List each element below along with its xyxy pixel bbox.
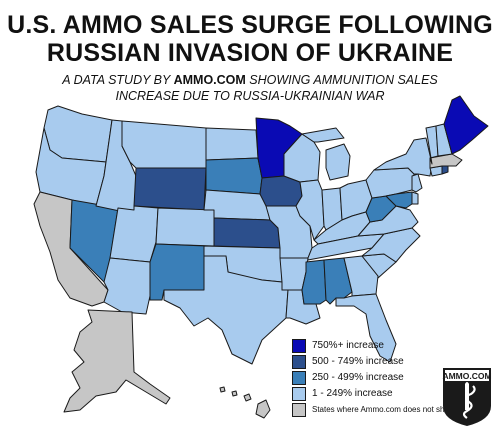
state-ak (63, 309, 171, 413)
state-co (155, 207, 215, 247)
state-vt (425, 125, 439, 165)
state-sd (205, 157, 263, 195)
state-ut (109, 205, 159, 263)
subtitle-prefix: A DATA STUDY BY (62, 73, 174, 87)
title-line-2: RUSSIAN INVASION OF UKRAINE (46, 39, 454, 67)
subtitle-line-1: A DATA STUDY BY AMMO.COM SHOWING AMMUNIT… (0, 72, 500, 88)
state-de (411, 191, 419, 205)
state-il (295, 179, 325, 241)
legend-label: States where Ammo.com does not ship (312, 405, 451, 414)
legend-swatch (292, 355, 306, 369)
state-nd (205, 127, 259, 161)
state-ks (213, 217, 281, 249)
legend-swatch (292, 371, 306, 385)
subtitle-suffix: SHOWING AMMUNITION SALES (245, 73, 438, 87)
state-ms (301, 259, 327, 305)
legend-label: 1 - 249% increase (312, 388, 393, 399)
subtitle-line-2: INCREASE DUE TO RUSSIA-UKRAINIAN WAR (115, 89, 385, 103)
state-me (443, 95, 489, 155)
legend-swatch (292, 387, 306, 401)
legend-swatch (292, 403, 306, 417)
state-wy (133, 167, 207, 211)
state-mt (121, 120, 207, 169)
title-line-1: U.S. AMMO SALES SURGE FOLLOWING (7, 11, 493, 39)
state-hi (219, 386, 271, 419)
state-fl (335, 293, 397, 363)
legend-label: 750%+ increase (312, 340, 384, 351)
ammo-com-logo: AMMO.COM (440, 366, 494, 433)
shield-icon: AMMO.COM (442, 368, 492, 426)
legend-swatch (292, 339, 306, 353)
subtitle-brand: AMMO.COM (173, 73, 246, 87)
snake-icon (462, 385, 476, 419)
state-tx (163, 255, 289, 365)
legend-label: 250 - 499% increase (312, 372, 404, 383)
state-nj (411, 173, 423, 193)
legend-label: 500 - 749% increase (312, 356, 404, 367)
state-mi (301, 127, 351, 181)
logo-text: AMMO.COM (442, 371, 491, 381)
state-az (103, 257, 151, 315)
